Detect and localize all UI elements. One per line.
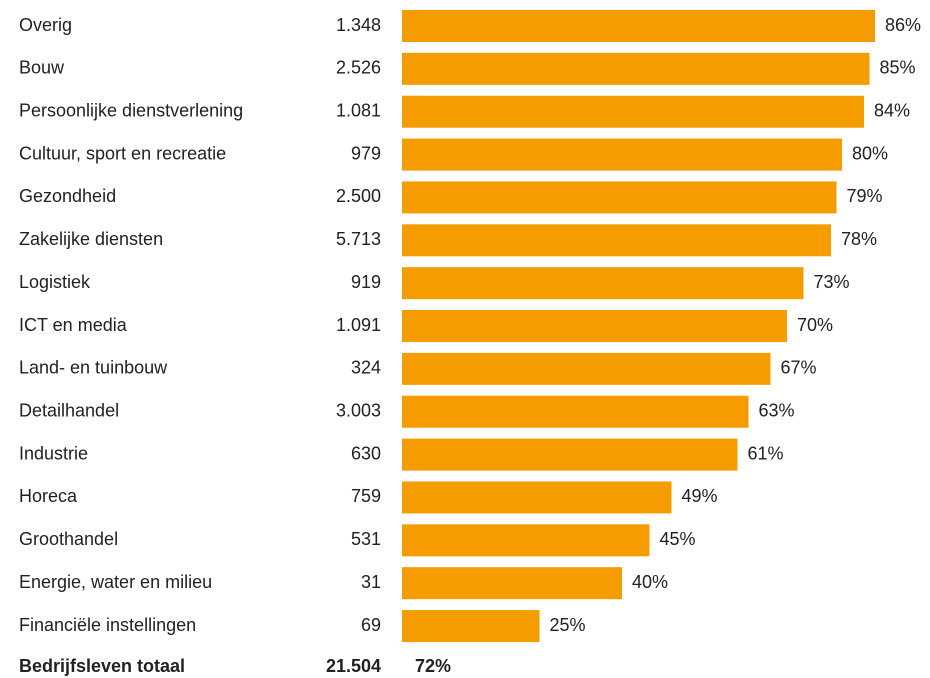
count-label: 2.500 — [336, 186, 381, 206]
value-label: 85% — [880, 58, 916, 78]
bar — [402, 95, 864, 128]
bar — [402, 395, 749, 428]
bar — [402, 481, 672, 514]
bar — [402, 181, 837, 214]
bar — [402, 524, 650, 557]
count-label: 31 — [361, 572, 381, 592]
value-label: 63% — [759, 400, 795, 420]
category-label: Financiële instellingen — [19, 615, 196, 635]
count-label: 3.003 — [336, 400, 381, 420]
bar — [402, 438, 738, 471]
count-label: 69 — [361, 615, 381, 635]
category-label: Persoonlijke dienstverlening — [19, 100, 243, 120]
bar — [402, 310, 787, 343]
bar — [402, 610, 540, 643]
count-label: 919 — [351, 272, 381, 292]
category-label: Detailhandel — [19, 400, 119, 420]
category-label: Logistiek — [19, 272, 91, 292]
total-label: Bedrijfsleven totaal — [19, 656, 185, 676]
value-label: 70% — [797, 315, 833, 335]
category-label: Horeca — [19, 486, 78, 506]
category-label: Zakelijke diensten — [19, 229, 163, 249]
category-label: Industrie — [19, 443, 88, 463]
category-label: Overig — [19, 15, 72, 35]
bar — [402, 567, 622, 600]
bar — [402, 52, 870, 85]
count-label: 531 — [351, 529, 381, 549]
bar — [402, 10, 875, 42]
value-label: 86% — [885, 15, 921, 35]
value-label: 25% — [550, 615, 586, 635]
value-label: 73% — [814, 272, 850, 292]
bar — [402, 224, 831, 257]
value-label: 84% — [874, 100, 910, 120]
category-label: Energie, water en milieu — [19, 572, 212, 592]
count-label: 2.526 — [336, 58, 381, 78]
category-label: Groothandel — [19, 529, 118, 549]
count-label: 1.081 — [336, 100, 381, 120]
count-label: 979 — [351, 143, 381, 163]
count-label: 1.091 — [336, 315, 381, 335]
category-label: Gezondheid — [19, 186, 116, 206]
count-label: 1.348 — [336, 15, 381, 35]
total-count: 21.504 — [326, 656, 381, 676]
category-label: ICT en media — [19, 315, 128, 335]
value-label: 80% — [852, 143, 888, 163]
bar — [402, 352, 771, 385]
bar — [402, 138, 842, 171]
count-label: 630 — [351, 443, 381, 463]
category-label: Cultuur, sport en recreatie — [19, 143, 226, 163]
category-label: Land- en tuinbouw — [19, 358, 168, 378]
value-label: 67% — [781, 358, 817, 378]
total-value: 72% — [415, 656, 451, 676]
bar — [402, 267, 804, 300]
value-label: 40% — [632, 572, 668, 592]
value-label: 79% — [847, 186, 883, 206]
count-label: 324 — [351, 358, 381, 378]
value-label: 45% — [660, 529, 696, 549]
value-label: 49% — [682, 486, 718, 506]
count-label: 759 — [351, 486, 381, 506]
value-label: 78% — [841, 229, 877, 249]
count-label: 5.713 — [336, 229, 381, 249]
value-label: 61% — [748, 443, 784, 463]
category-label: Bouw — [19, 58, 65, 78]
